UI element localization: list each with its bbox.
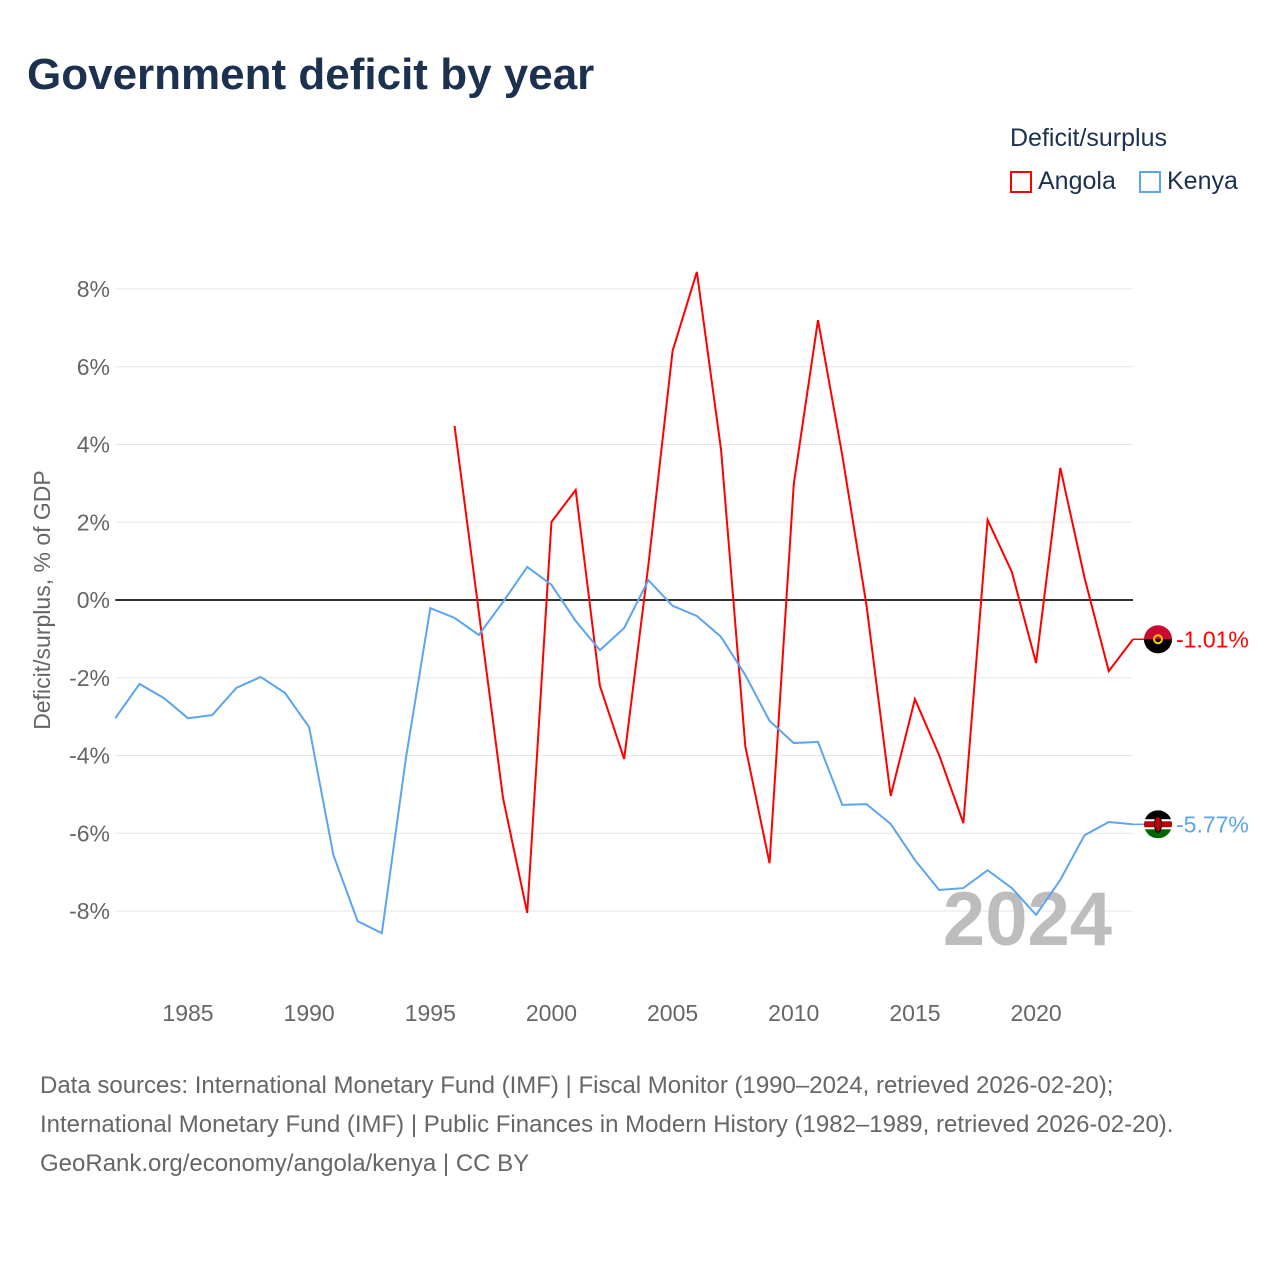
credit-link[interactable]: GeoRank.org/economy/angola/kenya | CC BY	[40, 1150, 530, 1177]
series-line-angola[interactable]	[453, 271, 1134, 914]
x-tick-label: 2005	[647, 1000, 698, 1026]
legend-title: Deficit/surplus	[1010, 124, 1167, 152]
y-tick-label: -6%	[69, 820, 110, 846]
y-tick-label: -8%	[69, 898, 110, 924]
legend-swatch-angola	[1010, 170, 1032, 193]
flag-angola-icon	[1144, 625, 1172, 654]
x-tick-label: 2000	[526, 1000, 577, 1026]
y-tick-label: 2%	[77, 509, 110, 535]
legend-label-kenya: Kenya	[1167, 167, 1238, 195]
footer: Data sources: International Monetary Fun…	[40, 1066, 1240, 1183]
x-tick-label: 1985	[162, 1000, 213, 1026]
y-tick-label: 4%	[77, 432, 110, 458]
end-value-label-kenya: -5.77%	[1176, 811, 1249, 837]
y-tick-label: 6%	[77, 354, 110, 380]
series-line-kenya[interactable]	[114, 565, 1134, 935]
legend-swatch-kenya	[1139, 170, 1161, 193]
y-tick-label: -4%	[69, 743, 110, 769]
x-tick-label: 1995	[405, 1000, 456, 1026]
x-tick-label: 2010	[768, 1000, 819, 1026]
legend-label-angola: Angola	[1038, 167, 1116, 195]
y-tick-label: 0%	[77, 587, 110, 613]
y-axis-label: Deficit/surplus, % of GDP	[29, 470, 55, 729]
x-tick-label: 2020	[1010, 1000, 1061, 1026]
flag-kenya-icon	[1144, 810, 1172, 839]
y-tick-label: -2%	[69, 665, 110, 691]
y-tick-label: 8%	[77, 276, 110, 302]
end-value-label-angola: -1.01%	[1176, 626, 1249, 652]
legend-item-kenya[interactable]: Kenya	[1139, 167, 1238, 196]
x-tick-label: 1990	[284, 1000, 335, 1026]
year-watermark: 2024	[943, 877, 1112, 962]
legend-item-angola[interactable]: Angola	[1010, 167, 1116, 196]
chart-title: Government deficit by year	[27, 50, 595, 99]
x-tick-label: 2015	[889, 1000, 940, 1026]
data-sources: Data sources: International Monetary Fun…	[40, 1072, 1174, 1138]
